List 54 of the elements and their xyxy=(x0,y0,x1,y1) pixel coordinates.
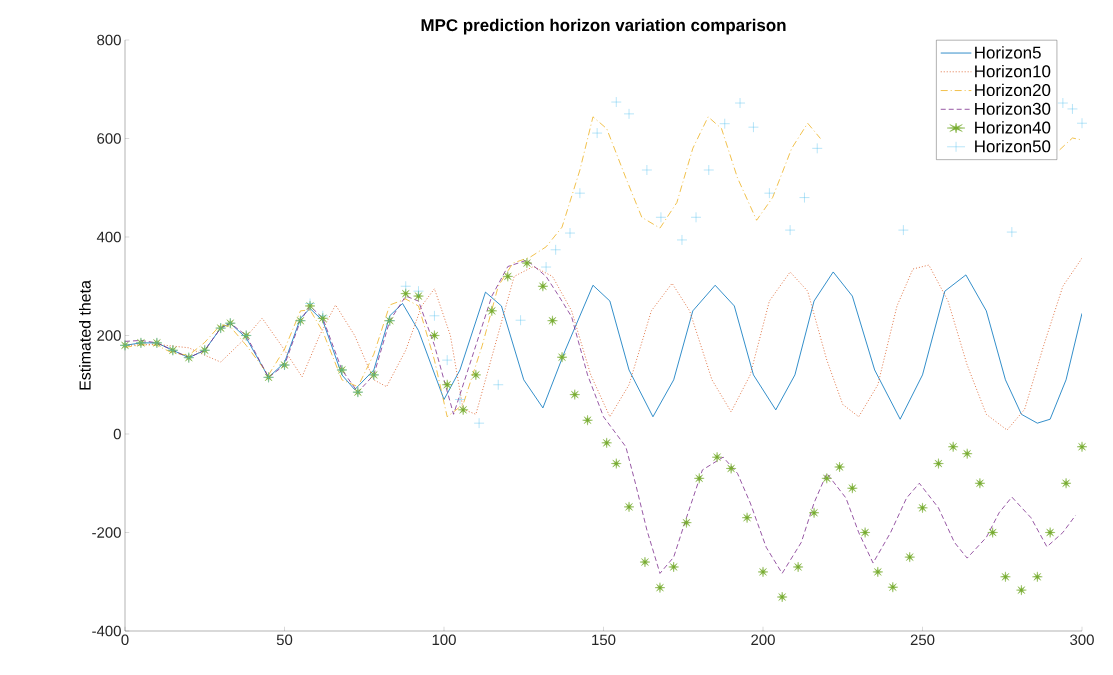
point xyxy=(611,96,622,108)
y-tick-label: 400 xyxy=(96,231,121,243)
legend-label: Horizon30 xyxy=(975,102,1051,115)
legend-label: Horizon50 xyxy=(975,139,1051,153)
point xyxy=(703,164,714,176)
point xyxy=(1067,103,1078,115)
point xyxy=(898,224,909,236)
x-tick-label: 50 xyxy=(276,634,293,646)
point xyxy=(799,192,810,203)
point xyxy=(429,310,440,321)
point xyxy=(690,212,702,223)
point xyxy=(1006,226,1018,238)
point xyxy=(574,187,586,199)
point xyxy=(442,354,453,366)
point xyxy=(1057,97,1069,109)
point xyxy=(641,164,653,176)
legend-label: Horizon10 xyxy=(975,64,1051,78)
point xyxy=(812,143,823,154)
y-tick-label: 200 xyxy=(97,330,121,341)
point xyxy=(400,281,411,292)
point xyxy=(564,227,576,239)
point xyxy=(676,234,688,246)
y-tick-label: 0 xyxy=(113,428,121,440)
legend-label: Horizon20 xyxy=(975,83,1051,97)
legend-label: Horizon40 xyxy=(975,121,1051,134)
y-tick-label: 800 xyxy=(97,34,121,46)
point xyxy=(748,121,759,133)
x-tick-label: 0 xyxy=(121,634,129,646)
point xyxy=(655,212,667,223)
y-axis-title: Estimated theta xyxy=(79,280,91,390)
x-tick-label: 300 xyxy=(1070,634,1094,646)
legend-label: Horizon5 xyxy=(975,46,1041,59)
point xyxy=(719,118,730,129)
point xyxy=(515,315,526,326)
x-tick-label: 150 xyxy=(592,634,616,646)
y-tick-label: -400 xyxy=(92,625,121,637)
point xyxy=(591,127,603,139)
point xyxy=(623,108,635,120)
x-tick-label: 200 xyxy=(751,634,775,646)
point xyxy=(454,394,466,405)
y-tick-label: -200 xyxy=(92,527,121,538)
chart-title: MPC prediction horizon variation comparison xyxy=(421,18,786,35)
point xyxy=(734,97,746,109)
point xyxy=(764,187,775,199)
point xyxy=(540,261,552,273)
point xyxy=(550,244,561,255)
point xyxy=(473,417,485,429)
point xyxy=(1076,118,1088,129)
y-tick-label: 600 xyxy=(97,133,121,144)
x-tick-label: 250 xyxy=(910,634,935,646)
point xyxy=(413,285,424,297)
x-tick-label: 100 xyxy=(432,634,456,646)
point xyxy=(784,224,796,236)
point xyxy=(493,379,504,390)
